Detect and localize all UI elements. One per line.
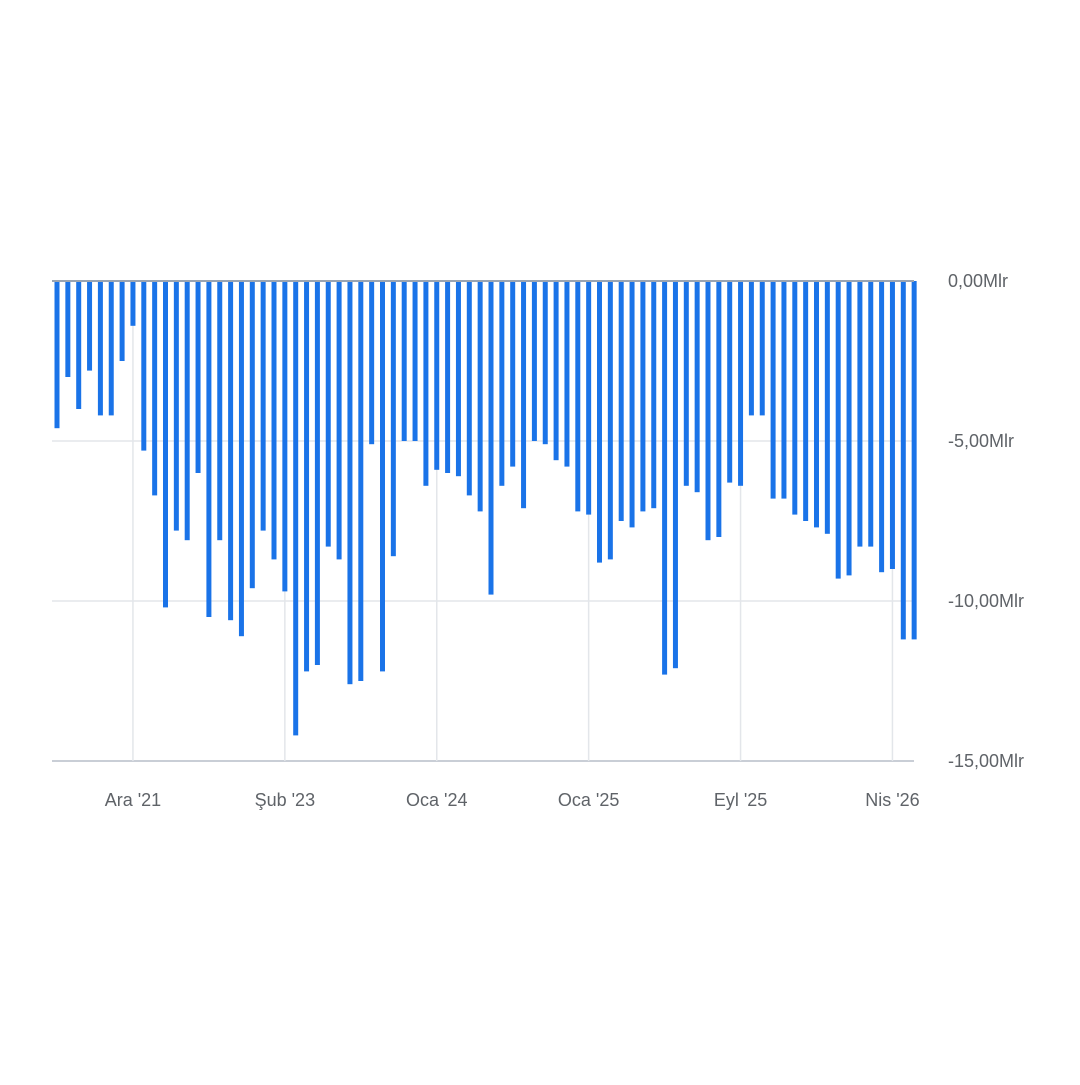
bar[interactable]: [412, 281, 418, 441]
bar[interactable]: [911, 281, 917, 640]
bar[interactable]: [76, 281, 82, 409]
y-tick-label: -5,00Mlr: [948, 431, 1014, 451]
bar[interactable]: [260, 281, 266, 531]
bar[interactable]: [54, 281, 60, 429]
bar[interactable]: [369, 281, 375, 445]
bar[interactable]: [249, 281, 255, 589]
bar[interactable]: [629, 281, 635, 528]
bar[interactable]: [814, 281, 819, 528]
bar[interactable]: [672, 281, 678, 669]
bar[interactable]: [477, 281, 483, 512]
bar[interactable]: [857, 281, 863, 547]
bar[interactable]: [455, 281, 461, 477]
bar[interactable]: [564, 281, 570, 467]
bar[interactable]: [792, 281, 798, 515]
bar[interactable]: [184, 281, 190, 541]
bar[interactable]: [238, 281, 244, 637]
bar[interactable]: [228, 281, 234, 621]
bar[interactable]: [662, 281, 668, 675]
x-tick-label: Eyl '25: [714, 790, 767, 810]
bar[interactable]: [195, 281, 201, 473]
bar[interactable]: [163, 281, 168, 608]
bar[interactable]: [846, 281, 852, 576]
y-tick-label: 0,00Mlr: [948, 271, 1008, 291]
x-tick-label: Nis '26: [865, 790, 919, 810]
x-tick-label: Oca '25: [558, 790, 619, 810]
bar[interactable]: [65, 281, 71, 377]
bar[interactable]: [868, 281, 874, 547]
x-tick-label: Şub '23: [255, 790, 316, 810]
bar[interactable]: [108, 281, 114, 416]
bar[interactable]: [510, 281, 516, 467]
bar[interactable]: [607, 281, 613, 560]
bar[interactable]: [304, 281, 310, 672]
bar[interactable]: [173, 281, 179, 531]
bar[interactable]: [521, 281, 527, 509]
y-tick-label: -15,00Mlr: [948, 751, 1024, 771]
bar[interactable]: [217, 281, 223, 541]
bar[interactable]: [575, 281, 581, 512]
bar[interactable]: [553, 281, 559, 461]
bar[interactable]: [325, 281, 331, 547]
bar[interactable]: [748, 281, 754, 416]
bar[interactable]: [152, 281, 158, 496]
bars-layer: [54, 281, 917, 736]
bar[interactable]: [466, 281, 472, 496]
bar[interactable]: [358, 281, 364, 681]
bar[interactable]: [531, 281, 537, 441]
bar[interactable]: [738, 281, 744, 486]
bar[interactable]: [781, 281, 787, 499]
x-tick-label: Oca '24: [406, 790, 467, 810]
bar[interactable]: [618, 281, 624, 521]
bar[interactable]: [130, 281, 136, 326]
bar[interactable]: [119, 281, 125, 361]
bar[interactable]: [770, 281, 776, 499]
y-tick-label: -10,00Mlr: [948, 591, 1024, 611]
bar[interactable]: [889, 281, 895, 569]
bar[interactable]: [488, 281, 494, 595]
bar[interactable]: [803, 281, 809, 521]
bar[interactable]: [727, 281, 733, 483]
bar[interactable]: [835, 281, 841, 579]
bar[interactable]: [336, 281, 342, 560]
bar[interactable]: [380, 281, 385, 672]
bar[interactable]: [900, 281, 906, 640]
bar[interactable]: [282, 281, 288, 592]
bar[interactable]: [499, 281, 505, 486]
bar[interactable]: [141, 281, 147, 451]
bar[interactable]: [651, 281, 657, 509]
axis-layer: 0,00Mlr -5,00Mlr -10,00Mlr -15,00Mlr Ara '21…: [52, 271, 1024, 810]
bar[interactable]: [705, 281, 711, 541]
bar[interactable]: [879, 281, 885, 573]
bar[interactable]: [640, 281, 646, 512]
bar[interactable]: [347, 281, 353, 685]
bar[interactable]: [434, 281, 440, 470]
bar[interactable]: [694, 281, 700, 493]
bar[interactable]: [824, 281, 830, 534]
bar[interactable]: [597, 281, 602, 563]
bar[interactable]: [716, 281, 722, 537]
bar[interactable]: [445, 281, 451, 473]
bar[interactable]: [390, 281, 396, 557]
bar[interactable]: [314, 281, 320, 665]
bar[interactable]: [401, 281, 407, 441]
bar[interactable]: [683, 281, 689, 486]
bar[interactable]: [423, 281, 429, 486]
bar[interactable]: [586, 281, 592, 515]
x-tick-label: Ara '21: [105, 790, 161, 810]
bar[interactable]: [97, 281, 103, 416]
bar[interactable]: [542, 281, 548, 445]
bar[interactable]: [293, 281, 299, 736]
bar[interactable]: [759, 281, 765, 416]
bar[interactable]: [206, 281, 212, 617]
bar[interactable]: [87, 281, 93, 371]
bar[interactable]: [271, 281, 277, 560]
